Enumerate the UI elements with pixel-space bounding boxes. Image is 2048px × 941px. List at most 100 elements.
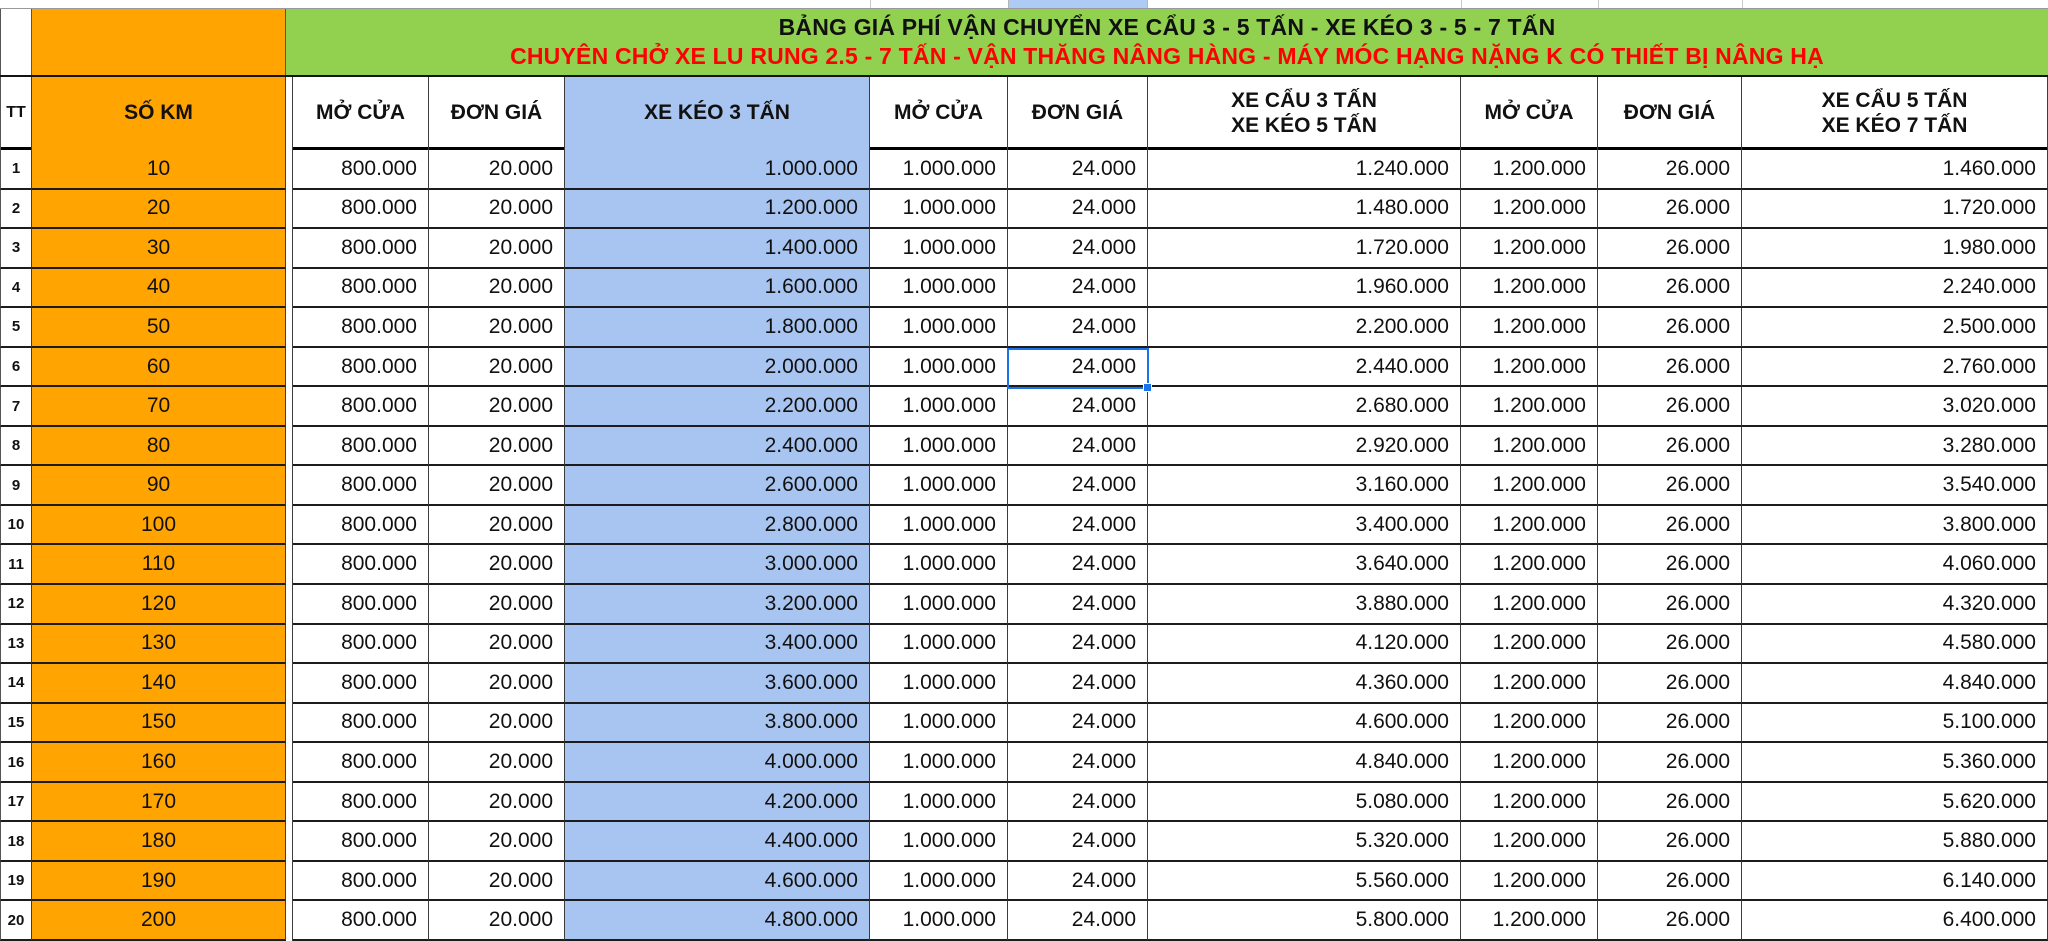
header-don-gia-3[interactable]: ĐƠN GIÁ (1598, 77, 1742, 150)
cell-don-gia-2[interactable]: 24.000 (1008, 585, 1148, 625)
cell-mo-cua-2[interactable]: 1.000.000 (870, 861, 1008, 902)
header-xe-cau-3-keo-5[interactable]: XE CẨU 3 TẤN XE KÉO 5 TẤN (1148, 77, 1461, 150)
cell-don-gia-1[interactable]: 20.000 (429, 426, 565, 467)
cell-don-gia-1[interactable]: 20.000 (429, 822, 565, 862)
cell-don-gia-3[interactable]: 26.000 (1598, 150, 1742, 190)
cell-xe-keo-3-tan[interactable]: 1.600.000 (565, 268, 870, 309)
cell-don-gia-1[interactable]: 20.000 (429, 347, 565, 388)
cell-xe-cau-3-keo-5[interactable]: 2.200.000 (1148, 308, 1461, 348)
cell-don-gia-3[interactable]: 26.000 (1598, 505, 1742, 546)
cell-mo-cua-1[interactable]: 800.000 (293, 150, 429, 190)
cell-tt[interactable]: 13 (0, 624, 32, 665)
cell-mo-cua-1[interactable]: 800.000 (293, 347, 429, 388)
cell-xe-keo-3-tan[interactable]: 3.400.000 (565, 624, 870, 665)
cell-so-km[interactable]: 180 (32, 822, 286, 862)
cell-xe-cau-3-keo-5[interactable]: 1.960.000 (1148, 268, 1461, 309)
cell-tt[interactable]: 6 (0, 347, 32, 388)
cell-mo-cua-2[interactable]: 1.000.000 (870, 268, 1008, 309)
cell-don-gia-2[interactable]: 24.000 (1008, 743, 1148, 783)
cell-mo-cua-2[interactable]: 1.000.000 (870, 743, 1008, 783)
cell-gap[interactable] (286, 505, 293, 546)
cell-xe-cau-3-keo-5[interactable]: 4.840.000 (1148, 743, 1461, 783)
cell-xe-cau-3-keo-5[interactable]: 5.800.000 (1148, 901, 1461, 941)
cell-tt[interactable]: 15 (0, 703, 32, 744)
cell-tt[interactable]: 1 (0, 150, 32, 190)
cell-mo-cua-3[interactable]: 1.200.000 (1461, 150, 1598, 190)
cell-don-gia-1[interactable]: 20.000 (429, 624, 565, 665)
cell-mo-cua-1[interactable]: 800.000 (293, 189, 429, 230)
cell-xe-cau-5-keo-7[interactable]: 4.320.000 (1742, 585, 2048, 625)
cell-gap[interactable] (286, 782, 293, 823)
cell-xe-cau-3-keo-5[interactable]: 2.680.000 (1148, 387, 1461, 427)
cell-mo-cua-1[interactable]: 800.000 (293, 545, 429, 586)
cell-xe-cau-5-keo-7[interactable]: 3.280.000 (1742, 426, 2048, 467)
cell-tt[interactable]: 19 (0, 861, 32, 902)
header-tt[interactable]: TT (0, 77, 32, 150)
cell-gap[interactable] (286, 308, 293, 348)
cell-don-gia-2[interactable]: 24.000 (1008, 901, 1148, 941)
cell-tt[interactable]: 10 (0, 505, 32, 546)
cell-tt[interactable]: 16 (0, 743, 32, 783)
cell-mo-cua-1[interactable]: 800.000 (293, 505, 429, 546)
cell-mo-cua-3[interactable]: 1.200.000 (1461, 664, 1598, 704)
cell-xe-keo-3-tan[interactable]: 2.200.000 (565, 387, 870, 427)
cell-mo-cua-2[interactable]: 1.000.000 (870, 822, 1008, 862)
cell-gap[interactable] (286, 426, 293, 467)
cell-mo-cua-1[interactable]: 800.000 (293, 268, 429, 309)
cell-mo-cua-1[interactable]: 800.000 (293, 387, 429, 427)
cell-mo-cua-2[interactable]: 1.000.000 (870, 189, 1008, 230)
cell-mo-cua-3[interactable]: 1.200.000 (1461, 426, 1598, 467)
header-gap-column[interactable] (286, 77, 293, 150)
cell-mo-cua-3[interactable]: 1.200.000 (1461, 782, 1598, 823)
header-xe-keo-3-tan[interactable]: XE KÉO 3 TẤN (565, 77, 870, 150)
cell-xe-cau-5-keo-7[interactable]: 3.020.000 (1742, 387, 2048, 427)
cell-xe-cau-5-keo-7[interactable]: 3.540.000 (1742, 466, 2048, 506)
cell-gap[interactable] (286, 703, 293, 744)
cell-tt[interactable]: 2 (0, 189, 32, 230)
cell-don-gia-3[interactable]: 26.000 (1598, 347, 1742, 388)
cell-so-km[interactable]: 110 (32, 545, 286, 586)
cell-don-gia-3[interactable]: 26.000 (1598, 861, 1742, 902)
cell-xe-cau-3-keo-5[interactable]: 2.440.000 (1148, 347, 1461, 388)
cell-mo-cua-1[interactable]: 800.000 (293, 585, 429, 625)
cell-mo-cua-2[interactable]: 1.000.000 (870, 703, 1008, 744)
cell-xe-cau-5-keo-7[interactable]: 2.500.000 (1742, 308, 2048, 348)
cell-mo-cua-3[interactable]: 1.200.000 (1461, 901, 1598, 941)
cell-xe-keo-3-tan[interactable]: 1.800.000 (565, 308, 870, 348)
cell-xe-keo-3-tan[interactable]: 3.600.000 (565, 664, 870, 704)
cell-gap[interactable] (286, 861, 293, 902)
title-cell[interactable]: BẢNG GIÁ PHÍ VẬN CHUYỂN XE CẨU 3 - 5 TẤN… (286, 9, 2048, 75)
cell-so-km[interactable]: 160 (32, 743, 286, 783)
cell-don-gia-2[interactable]: 24.000 (1008, 387, 1148, 427)
cell-xe-cau-3-keo-5[interactable]: 5.080.000 (1148, 782, 1461, 823)
cell-gap[interactable] (286, 150, 293, 190)
cell-mo-cua-1[interactable]: 800.000 (293, 782, 429, 823)
cell-so-km[interactable]: 170 (32, 782, 286, 823)
cell-xe-keo-3-tan[interactable]: 3.200.000 (565, 585, 870, 625)
cell-don-gia-2[interactable]: 24.000 (1008, 822, 1148, 862)
cell-xe-cau-5-keo-7[interactable]: 2.240.000 (1742, 268, 2048, 309)
cell-don-gia-1[interactable]: 20.000 (429, 545, 565, 586)
cell-xe-cau-5-keo-7[interactable]: 3.800.000 (1742, 505, 2048, 546)
cell-don-gia-2[interactable]: 24.000 (1008, 229, 1148, 269)
cell-xe-keo-3-tan[interactable]: 4.200.000 (565, 782, 870, 823)
cell-don-gia-2[interactable]: 24.000 (1008, 426, 1148, 467)
cell-xe-cau-5-keo-7[interactable]: 1.720.000 (1742, 189, 2048, 230)
cell-gap[interactable] (286, 743, 293, 783)
cell-so-km[interactable]: 40 (32, 268, 286, 309)
cell-tt[interactable]: 18 (0, 822, 32, 862)
cell-xe-keo-3-tan[interactable]: 4.400.000 (565, 822, 870, 862)
cell-gap[interactable] (286, 387, 293, 427)
cell-xe-cau-3-keo-5[interactable]: 4.600.000 (1148, 703, 1461, 744)
cell-don-gia-2[interactable]: 24.000 (1008, 664, 1148, 704)
cell-xe-cau-5-keo-7[interactable]: 5.620.000 (1742, 782, 2048, 823)
cell-mo-cua-3[interactable]: 1.200.000 (1461, 189, 1598, 230)
cell-mo-cua-1[interactable]: 800.000 (293, 664, 429, 704)
cell-so-km[interactable]: 50 (32, 308, 286, 348)
cell-xe-keo-3-tan[interactable]: 4.000.000 (565, 743, 870, 783)
cell-xe-keo-3-tan[interactable]: 3.800.000 (565, 703, 870, 744)
cell-so-km[interactable]: 140 (32, 664, 286, 704)
cell-tt[interactable]: 14 (0, 664, 32, 704)
cell-mo-cua-1[interactable]: 800.000 (293, 466, 429, 506)
cell-don-gia-3[interactable]: 26.000 (1598, 268, 1742, 309)
